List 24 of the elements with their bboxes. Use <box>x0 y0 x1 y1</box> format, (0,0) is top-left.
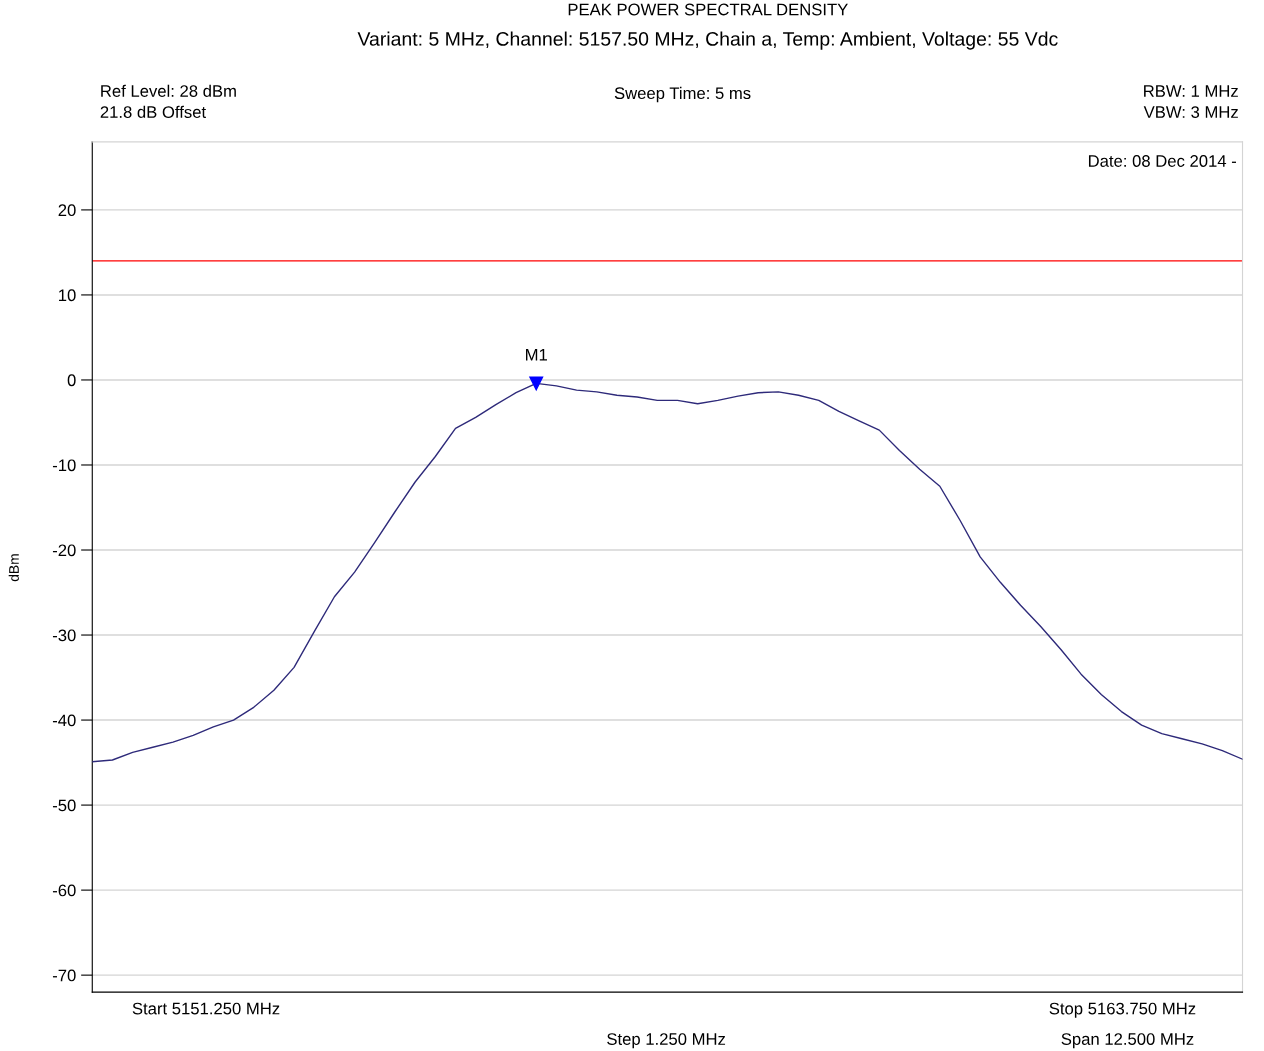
y-tick-label: -20 <box>52 544 76 557</box>
y-tick-label: 20 <box>58 204 76 217</box>
y-tick-label: -70 <box>52 969 76 982</box>
text: Start 5151.250 MHz <box>132 1002 280 1015</box>
text: Sweep Time: 5 ms <box>614 86 751 103</box>
text: Step 1.250 MHz <box>607 1033 726 1049</box>
y-tick-label: -30 <box>52 629 76 642</box>
text: Ref Level: 28 dBm <box>101 84 236 97</box>
y-tick-label: -50 <box>52 799 76 812</box>
y-tick-label: -10 <box>52 459 76 472</box>
text: VBW: 3 MHz <box>1143 106 1238 118</box>
chart-subtitle: Variant: 5 MHz, Channel: 5157.50 MHz, Chain a, Temp: Ambient, Voltage: 55 Vdc <box>357 31 1058 50</box>
y-tick-label: -60 <box>52 884 76 897</box>
chart-title: PEAK POWER SPECTRAL DENSITY <box>568 3 848 16</box>
text: Stop 5163.750 MHz <box>1049 1002 1196 1018</box>
text: Span 12.500 MHz <box>1061 1033 1194 1049</box>
y-tick-label: 10 <box>59 289 76 302</box>
y-axis-title: dBm <box>8 554 19 582</box>
annotation: M1 <box>526 348 547 361</box>
text: RBW: 1 MHz <box>1144 85 1238 97</box>
y-tick-label: 0 <box>67 374 76 387</box>
annotation: Date: 08 Dec 2014 - <box>1088 155 1237 167</box>
text: 21.8 dB Offset <box>100 105 206 118</box>
y-tick-label: -40 <box>52 714 76 727</box>
